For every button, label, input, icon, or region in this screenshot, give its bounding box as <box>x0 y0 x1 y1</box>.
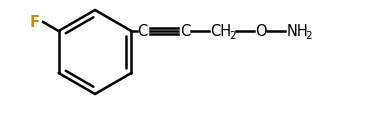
Text: C: C <box>137 24 148 39</box>
Text: NH: NH <box>286 24 308 39</box>
Text: O: O <box>256 24 267 39</box>
Text: CH: CH <box>210 24 232 39</box>
Text: 2: 2 <box>229 31 236 41</box>
Text: C: C <box>181 24 191 39</box>
Text: F: F <box>30 15 40 30</box>
Text: 2: 2 <box>305 31 312 41</box>
